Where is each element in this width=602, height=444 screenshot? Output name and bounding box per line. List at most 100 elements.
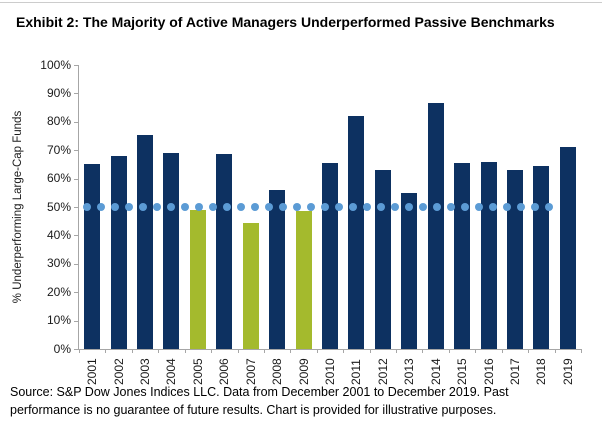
y-tick-label: 0% <box>53 341 71 356</box>
bar-chart-plot-area: 0% 10% 20% 30% 40% 50% 60% 70% 80% 90% 100% 2001 200… <box>40 58 582 385</box>
y-tick-mark <box>74 121 78 123</box>
x-tick-label: 2011 <box>349 359 364 385</box>
benchmark-line-dot <box>167 203 175 211</box>
x-tick-mark <box>184 349 186 353</box>
benchmark-line-dot <box>447 203 455 211</box>
y-tick-label: 80% <box>46 114 71 129</box>
x-tick-label: 2001 <box>85 358 100 385</box>
y-tick-mark <box>74 292 78 294</box>
benchmark-line-dot <box>489 203 497 211</box>
bar-2005 <box>189 209 206 349</box>
y-tick-mark <box>74 93 78 95</box>
benchmark-line-dot <box>209 203 217 211</box>
x-tick-label: 2007 <box>243 358 258 385</box>
benchmark-line-dot <box>321 203 329 211</box>
benchmark-line-dot <box>125 203 133 211</box>
x-tick-mark <box>343 349 345 353</box>
benchmark-line-dot <box>293 203 301 211</box>
y-tick-mark <box>74 263 78 265</box>
x-tick-label: 2002 <box>111 358 126 385</box>
y-tick-mark <box>74 65 78 66</box>
benchmark-line-dot <box>335 203 343 211</box>
benchmark-line-dot <box>181 203 189 211</box>
bar-2018 <box>533 165 550 349</box>
x-tick-label: 2003 <box>138 358 153 385</box>
benchmark-line-dot <box>419 203 427 211</box>
bar-2015 <box>454 162 471 349</box>
benchmark-line-dot <box>195 203 203 211</box>
bar-2017 <box>506 170 523 349</box>
x-tick-mark <box>131 349 133 353</box>
x-tick-mark <box>448 349 450 353</box>
exhibit-title: Exhibit 2: The Majority of Active Manage… <box>16 14 555 30</box>
benchmark-line-dot <box>237 203 245 211</box>
x-tick-label: 2018 <box>534 358 549 385</box>
bar-2010 <box>322 162 338 349</box>
y-tick-label: 40% <box>46 227 71 242</box>
x-tick-label: 2015 <box>455 358 470 385</box>
x-tick-mark <box>79 349 80 353</box>
y-axis-title: % Underperforming Large-Cap Funds <box>12 110 24 304</box>
y-tick-label: 20% <box>46 284 71 299</box>
y-tick-mark <box>74 178 78 180</box>
y-tick-mark <box>74 320 78 322</box>
x-tick-label: 2012 <box>375 358 390 385</box>
x-tick-label: 2019 <box>560 358 575 385</box>
benchmark-line-dot <box>279 203 287 211</box>
y-tick-mark <box>74 235 78 237</box>
x-tick-label: 2009 <box>296 358 311 385</box>
benchmark-line-dot <box>349 203 357 211</box>
bar-2009 <box>295 211 312 349</box>
benchmark-line-dot <box>405 203 413 211</box>
x-tick-mark <box>528 349 530 353</box>
benchmark-line-dot <box>461 203 469 211</box>
y-tick-label: 10% <box>46 313 71 328</box>
benchmark-line-dot <box>153 203 161 211</box>
x-tick-mark <box>554 349 556 353</box>
bar-2004 <box>163 153 180 349</box>
x-tick-mark <box>369 349 371 353</box>
y-tick-label: 70% <box>46 142 71 157</box>
x-tick-mark <box>290 349 292 353</box>
bar-2011 <box>348 116 365 349</box>
benchmark-line-dot <box>265 203 273 211</box>
benchmark-line-dot <box>97 203 105 211</box>
source-note-line: performance is no guarantee of future re… <box>10 403 497 417</box>
source-note: Source: S&P Dow Jones Indices LLC. Data … <box>10 383 600 419</box>
x-tick-mark <box>475 349 477 353</box>
x-tick-label: 2005 <box>190 358 205 385</box>
x-tick-mark <box>422 349 424 353</box>
benchmark-line-dot <box>377 203 385 211</box>
benchmark-line-dot <box>531 203 539 211</box>
y-tick-mark <box>74 349 78 350</box>
x-tick-label: 2014 <box>428 358 443 385</box>
benchmark-line-dot <box>251 203 259 211</box>
bar-2001 <box>84 164 101 349</box>
bar-2002 <box>110 155 127 349</box>
x-tick-mark <box>158 349 160 353</box>
x-tick-label: 2006 <box>217 358 232 385</box>
x-tick-mark <box>316 349 318 353</box>
bar-2008 <box>269 189 286 349</box>
x-tick-label: 2016 <box>481 358 496 385</box>
bar-2003 <box>137 134 154 349</box>
x-tick-mark <box>211 349 213 353</box>
benchmark-line-dot <box>517 203 525 211</box>
bar-2007 <box>242 222 259 349</box>
x-tick-label: 2013 <box>402 358 417 385</box>
top-divider <box>0 2 602 3</box>
benchmark-line-dot <box>545 203 553 211</box>
benchmark-line-dot <box>111 203 119 211</box>
x-tick-label: 2017 <box>507 358 522 385</box>
x-tick-mark <box>581 349 582 353</box>
y-tick-label: 90% <box>46 85 71 100</box>
y-tick-label: 60% <box>46 171 71 186</box>
x-tick-mark <box>237 349 239 353</box>
x-tick-mark <box>501 349 503 353</box>
bar-2012 <box>374 170 391 349</box>
benchmark-line-dot <box>223 203 231 211</box>
source-note-line: Source: S&P Dow Jones Indices LLC. Data … <box>10 385 509 399</box>
bar-2014 <box>427 103 444 349</box>
benchmark-line-dot <box>307 203 315 211</box>
y-tick-mark <box>74 207 78 208</box>
